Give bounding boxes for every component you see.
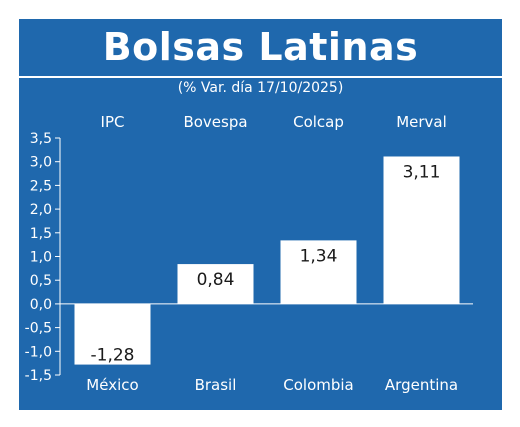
y-tick-label: 2,5 — [30, 178, 52, 194]
bar-chart: 3,5 3,0 2,5 2,0 1,5 1,0 0,5 0,0 -0,5 -1,0 -1,5 -1,2… — [25, 113, 473, 394]
index-name-label: Colcap — [293, 113, 344, 131]
y-tick-label: 3,5 — [30, 131, 52, 147]
title-band — [19, 19, 502, 78]
x-category-label: México — [86, 376, 138, 394]
y-tick-label: 0,0 — [30, 297, 52, 313]
y-tick-label: 2,0 — [30, 202, 52, 218]
chart-subtitle: (% Var. día 17/10/2025) — [177, 80, 344, 96]
y-tick-label: -1,0 — [25, 344, 52, 360]
bar-value-label: -1,28 — [91, 346, 135, 366]
x-category-label: Argentina — [385, 376, 458, 394]
y-tick-label: 0,5 — [30, 273, 52, 289]
index-name-label: Bovespa — [183, 113, 247, 131]
y-tick-label: 1,5 — [30, 226, 52, 242]
chart-panel: Bolsas Latinas (% Var. día 17/10/2025) 3… — [19, 19, 502, 410]
bar — [177, 264, 254, 304]
bar-value-label: 3,11 — [403, 162, 441, 182]
chart-title: Bolsas Latinas — [102, 25, 419, 69]
y-tick-label: 1,0 — [30, 250, 52, 266]
x-category-label: Brasil — [195, 376, 237, 394]
index-name-label: IPC — [101, 113, 125, 131]
y-tick-label: -1,5 — [25, 368, 52, 384]
x-category-label: Colombia — [283, 376, 354, 394]
y-tick-label: 3,0 — [30, 155, 52, 171]
bar — [383, 156, 460, 304]
bar — [74, 303, 151, 365]
index-name-label: Merval — [396, 113, 447, 131]
bar-value-label: 0,84 — [197, 270, 235, 290]
bar — [280, 240, 357, 304]
bar-value-label: 1,34 — [300, 246, 338, 266]
y-tick-label: -0,5 — [25, 321, 52, 337]
